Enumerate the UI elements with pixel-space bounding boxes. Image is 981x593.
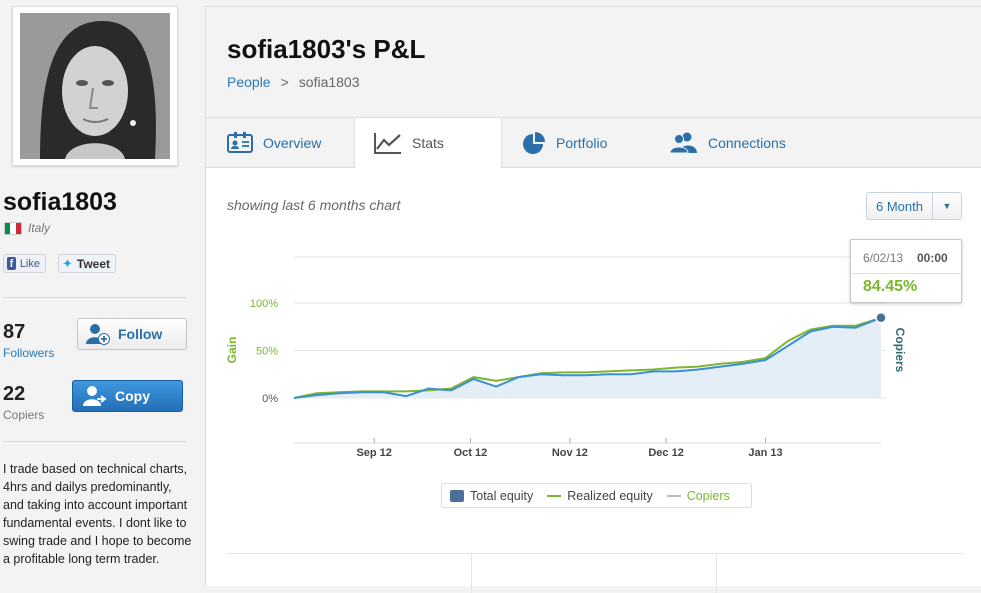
legend-swatch <box>450 489 464 502</box>
tab-overview-label: Overview <box>263 134 322 151</box>
y-tick-label: 100% <box>250 298 278 310</box>
x-tick-label: Nov 12 <box>552 447 588 459</box>
add-user-icon <box>86 324 110 345</box>
chart-legend: Total equity Realized equity Copiers <box>441 483 752 508</box>
followers-link[interactable]: Followers <box>3 346 55 360</box>
tweet-label: Tweet <box>76 256 111 271</box>
avatar[interactable] <box>12 6 178 166</box>
y-tick-label: 50% <box>256 346 278 358</box>
period-select[interactable]: 6 Month ▼ <box>866 192 962 220</box>
tab-portfolio-label: Portfolio <box>556 134 608 151</box>
hover-point-marker[interactable] <box>875 312 887 324</box>
tooltip-date: 6/02/13 <box>863 251 904 265</box>
page-header: sofia1803's P&L People > sofia1803 <box>206 7 981 117</box>
x-tick-label: Dec 12 <box>648 447 683 459</box>
tooltip-divider <box>851 273 961 274</box>
copiers-count: 22 <box>3 383 26 405</box>
profile-tabs: Overview Stats Portfolio Connections <box>206 117 981 168</box>
tab-connections[interactable]: Connections <box>670 118 786 167</box>
breadcrumb-separator: > <box>280 74 289 90</box>
pie-chart-icon <box>523 131 545 154</box>
chart-tooltip: 6/02/13 00:00 84.45% <box>850 239 962 303</box>
tweet-button[interactable]: ✦ Tweet <box>58 254 116 273</box>
total-equity-area <box>294 317 881 398</box>
profile-country: Italy <box>4 221 50 235</box>
breadcrumb-current: sofia1803 <box>298 74 360 90</box>
y-axis-label: Gain <box>225 337 239 364</box>
y-tick-label: 0% <box>262 393 278 405</box>
facebook-like-button[interactable]: f Like <box>3 254 46 273</box>
tab-stats-label: Stats <box>412 135 444 151</box>
like-label: Like <box>19 257 40 270</box>
legend-total-equity[interactable]: Total equity <box>450 489 533 503</box>
pnl-chart: 100%50%0%Sep 12 Oct 12 Nov 12 Dec 12 Jan 13 … <box>225 256 907 459</box>
facebook-icon: f <box>7 257 16 270</box>
follow-button[interactable]: Follow <box>77 318 187 350</box>
copiers-label: Copiers <box>3 408 45 422</box>
x-tick-label: Sep 12 <box>356 447 391 459</box>
copy-button[interactable]: Copy <box>72 380 183 412</box>
main-panel: sofia1803's P&L People > sofia1803 Overv… <box>205 6 981 593</box>
total-equity-line <box>293 316 882 399</box>
italy-flag-icon <box>4 221 22 235</box>
people-icon <box>670 132 697 153</box>
overview-card-icon <box>227 131 253 153</box>
legend-label: Realized equity <box>567 488 653 503</box>
divider <box>3 297 187 298</box>
profile-bio: I trade based on technical charts, 4hrs … <box>3 462 192 566</box>
x-tick-label: Oct 12 <box>454 447 488 459</box>
breadcrumb: People > sofia1803 <box>227 74 360 90</box>
avatar-photo <box>20 13 170 159</box>
profile-sidebar: sofia1803 Italy f Like ✦ Tweet 87 Follow… <box>0 0 205 585</box>
stats-column-divider <box>471 553 472 593</box>
page-title: sofia1803's P&L <box>227 34 426 64</box>
copy-label: Copy <box>115 388 150 404</box>
y2-axis-label: Copiers <box>893 328 907 373</box>
copy-user-icon <box>83 386 107 406</box>
stats-table-top-border <box>227 553 963 554</box>
chart-period-note: showing last 6 months chart <box>227 197 401 213</box>
followers-count: 87 <box>3 321 26 343</box>
legend-copiers[interactable]: Copiers <box>666 488 730 503</box>
stats-line-icon <box>374 133 401 154</box>
legend-swatch <box>666 494 681 497</box>
realized-equity-line <box>293 316 882 399</box>
chevron-down-icon[interactable]: ▼ <box>942 201 952 211</box>
tab-stats[interactable]: Stats <box>354 118 502 168</box>
stats-column-divider <box>716 553 717 593</box>
x-tick-label: Jan 13 <box>748 447 782 459</box>
follow-label: Follow <box>118 326 163 342</box>
tab-connections-label: Connections <box>708 134 786 151</box>
period-select-value: 6 Month <box>867 193 933 219</box>
legend-label: Copiers <box>686 488 730 503</box>
profile-username: sofia1803 <box>3 188 117 216</box>
legend-swatch <box>547 494 562 497</box>
legend-label: Total equity <box>470 488 534 503</box>
divider <box>3 441 187 442</box>
tooltip-value: 84.45% <box>863 278 918 295</box>
tab-overview[interactable]: Overview <box>227 118 321 167</box>
country-name: Italy <box>28 221 51 235</box>
twitter-bird-icon: ✦ <box>62 255 73 271</box>
tooltip-time: 00:00 <box>917 251 948 265</box>
breadcrumb-people-link[interactable]: People <box>227 74 271 90</box>
tab-portfolio[interactable]: Portfolio <box>522 118 607 167</box>
legend-realized-equity[interactable]: Realized equity <box>547 488 653 503</box>
